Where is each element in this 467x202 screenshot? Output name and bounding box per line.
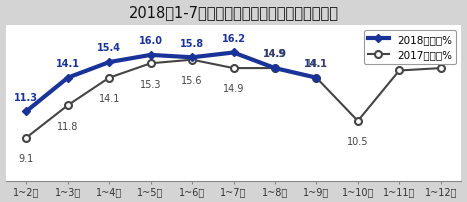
- 2018年增速%: [23, 110, 29, 113]
- 2017年增速%: [438, 67, 444, 70]
- 2018年增速%: [189, 57, 195, 59]
- Text: 14.1: 14.1: [56, 59, 80, 69]
- 2017年增速%: [355, 120, 361, 122]
- Line: 2017年增速%: 2017年增速%: [23, 57, 444, 141]
- Text: 15.8: 15.8: [180, 38, 204, 48]
- 2018年增速%: [148, 54, 154, 57]
- 2017年增速%: [65, 105, 71, 107]
- 2018年增速%: [231, 52, 236, 54]
- 2017年增速%: [272, 67, 278, 70]
- Text: 9.1: 9.1: [19, 153, 34, 163]
- Text: 10.5: 10.5: [347, 137, 368, 146]
- 2017年增速%: [189, 59, 195, 62]
- 2017年增速%: [396, 70, 402, 72]
- Text: 14.7: 14.7: [389, 52, 410, 61]
- Text: 15.3: 15.3: [140, 79, 162, 89]
- 2018年增速%: [272, 67, 278, 70]
- Text: 15.6: 15.6: [181, 76, 203, 85]
- Text: 14.9: 14.9: [264, 49, 286, 59]
- Text: 14.9: 14.9: [223, 84, 244, 94]
- Legend: 2018年增速%, 2017年增速%: 2018年增速%, 2017年增速%: [364, 31, 456, 64]
- Text: 14.1: 14.1: [304, 59, 328, 69]
- Text: 14.9: 14.9: [263, 49, 287, 59]
- 2018年增速%: [106, 62, 112, 64]
- Text: 14.9: 14.9: [430, 49, 452, 59]
- 2017年增速%: [313, 77, 319, 80]
- Text: 14.1: 14.1: [99, 94, 120, 103]
- Text: 16.2: 16.2: [221, 34, 246, 44]
- 2017年增速%: [231, 67, 236, 70]
- Text: 11.8: 11.8: [57, 121, 78, 131]
- Text: 15.4: 15.4: [97, 43, 121, 53]
- Title: 2018年1-7月软件业从业人员工资总额增长情况: 2018年1-7月软件业从业人员工资总额增长情况: [128, 5, 339, 20]
- Line: 2018年增速%: 2018年增速%: [23, 50, 319, 115]
- Text: 11.3: 11.3: [14, 92, 38, 102]
- 2017年增速%: [23, 137, 29, 139]
- 2018年增速%: [65, 77, 71, 80]
- Text: 14.1: 14.1: [306, 59, 327, 69]
- 2017年增速%: [106, 77, 112, 80]
- 2018年增速%: [313, 77, 319, 80]
- 2017年增速%: [148, 63, 154, 65]
- Text: 16.0: 16.0: [139, 36, 163, 46]
